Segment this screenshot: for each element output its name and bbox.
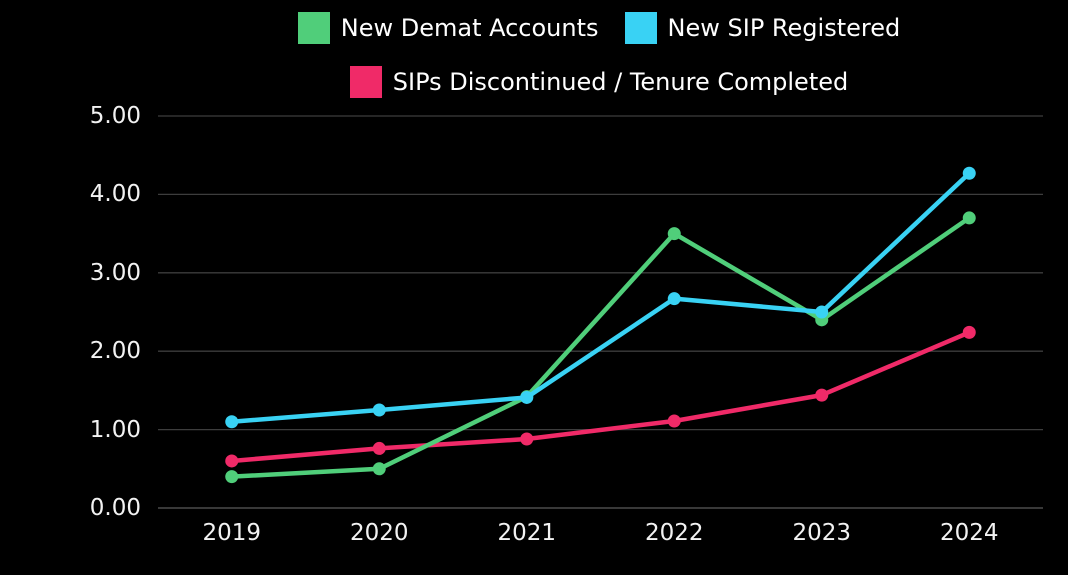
data-point-marker — [225, 454, 239, 468]
chart-legend: New Demat Accounts New SIP Registered SI… — [130, 11, 1068, 99]
data-point-marker — [372, 403, 386, 417]
legend-item-sips-discontinued: SIPs Discontinued / Tenure Completed — [349, 65, 849, 99]
data-point-marker — [962, 325, 976, 339]
data-point-marker — [667, 292, 681, 306]
data-point-marker — [372, 462, 386, 476]
data-point-marker — [815, 305, 829, 319]
legend-item-new-sip-registered: New SIP Registered — [624, 11, 901, 45]
x-tick-label: 2022 — [644, 520, 704, 546]
legend-row-1: New Demat Accounts New SIP Registered — [297, 11, 901, 45]
series-line — [229, 170, 972, 425]
legend-swatch-green — [297, 12, 330, 44]
data-point-marker — [962, 166, 976, 180]
y-tick-label: 0.00 — [89, 495, 141, 521]
x-tick-label: 2023 — [792, 520, 852, 546]
legend-swatch-pink — [349, 66, 382, 98]
x-tick-label: 2019 — [202, 520, 262, 546]
y-tick-label: 1.00 — [89, 416, 141, 443]
legend-label-new-sip-registered: New SIP Registered — [667, 14, 901, 42]
legend-label-sips-discontinued: SIPs Discontinued / Tenure Completed — [392, 68, 849, 96]
x-tick-label: 2021 — [497, 520, 557, 546]
data-point-marker — [225, 415, 239, 429]
legend-item-new-demat-accounts: New Demat Accounts — [297, 11, 599, 45]
y-tick-label: 5.00 — [89, 103, 141, 129]
x-tick-label: 2024 — [939, 520, 999, 546]
series-line — [229, 215, 972, 479]
data-point-marker — [520, 432, 534, 446]
legend-swatch-cyan — [624, 12, 657, 44]
y-axis-labels: 0.00 1.00 2.00 3.00 4.00 5.00 — [0, 0, 141, 575]
data-point-marker — [372, 441, 386, 455]
data-point-marker — [962, 211, 976, 225]
x-tick-label: 2020 — [349, 520, 409, 546]
y-tick-label: 3.00 — [89, 259, 141, 286]
y-tick-label: 4.00 — [89, 181, 141, 208]
data-point-marker — [667, 227, 681, 241]
y-tick-label: 2.00 — [89, 338, 141, 365]
data-point-marker — [815, 388, 829, 402]
data-point-marker — [667, 414, 681, 428]
data-point-marker — [225, 470, 239, 484]
x-axis-labels: 2019 2020 2021 2022 2023 2024 — [0, 516, 1068, 558]
legend-label-new-demat-accounts: New Demat Accounts — [340, 14, 599, 42]
data-point-marker — [520, 390, 534, 404]
legend-row-2: SIPs Discontinued / Tenure Completed — [349, 65, 849, 99]
series-line — [229, 330, 972, 464]
